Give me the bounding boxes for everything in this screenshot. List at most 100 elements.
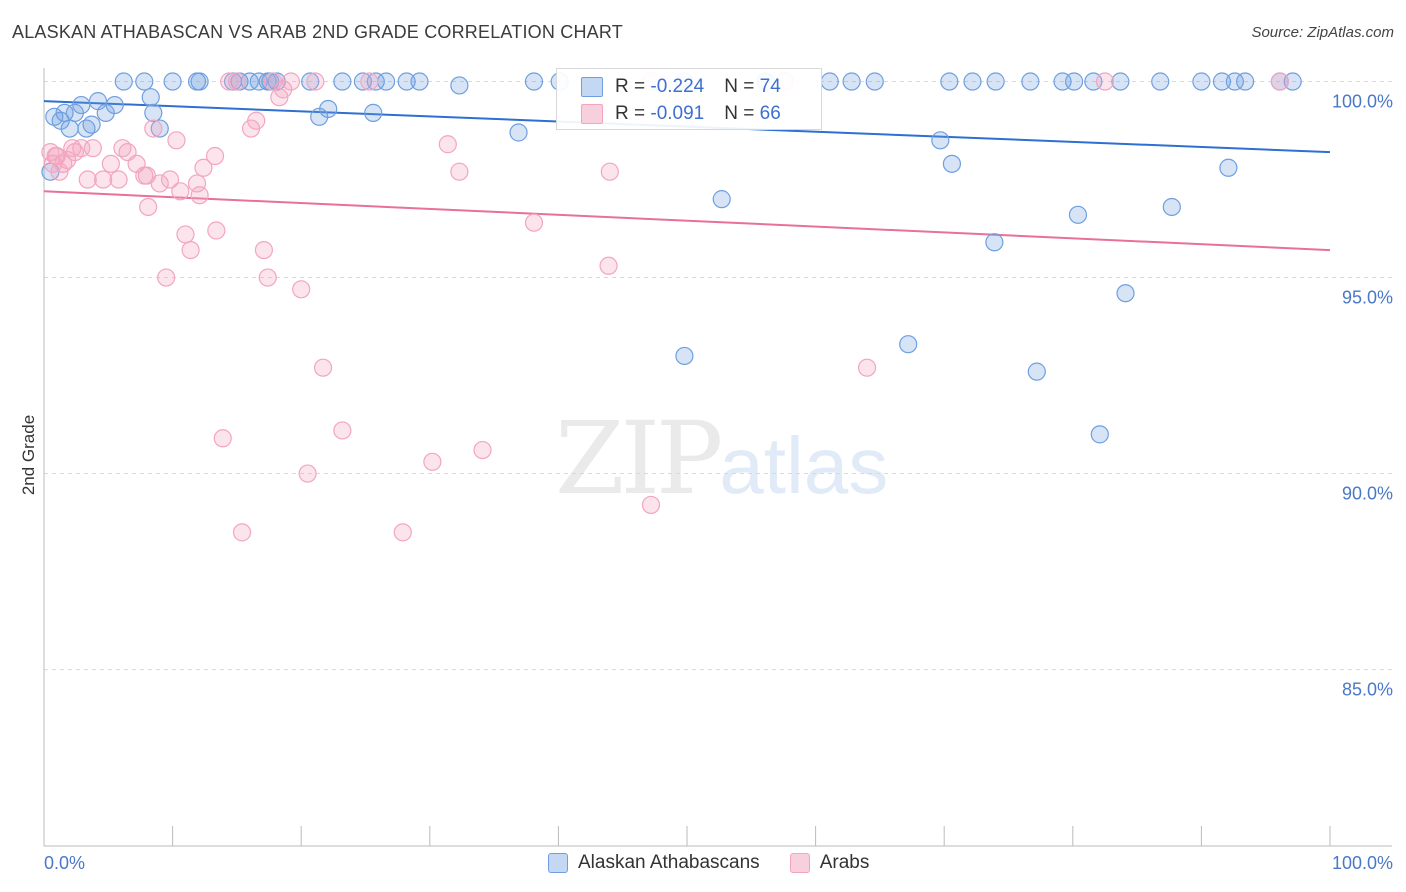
athabascan-point bbox=[105, 95, 124, 115]
arab-point bbox=[281, 72, 301, 91]
gridlines bbox=[44, 81, 1392, 671]
athabascan-point bbox=[141, 88, 160, 107]
athabascan-point bbox=[1068, 205, 1088, 224]
stat-n-label: N = bbox=[724, 103, 760, 124]
arab-point bbox=[232, 523, 252, 542]
athabascan-point bbox=[1111, 72, 1130, 91]
athabascan-point bbox=[301, 72, 320, 91]
athabascan-point bbox=[319, 99, 338, 119]
athabascan-point bbox=[842, 72, 861, 91]
athabascan-point bbox=[1219, 158, 1238, 177]
athabascan-point bbox=[1192, 72, 1211, 91]
athabascan-point bbox=[865, 72, 884, 91]
arab-point bbox=[1095, 72, 1115, 91]
athabascan-point bbox=[376, 72, 396, 91]
stat-r-value: -0.091 bbox=[650, 103, 705, 124]
arab-point bbox=[144, 119, 163, 138]
arab-point bbox=[139, 197, 158, 217]
athabascan-point bbox=[144, 103, 163, 122]
stats-row-athabascan: R = -0.224 N = 74 bbox=[581, 73, 781, 101]
athabascan-point bbox=[1021, 72, 1040, 91]
arab-point bbox=[333, 421, 352, 440]
arab-point bbox=[600, 162, 619, 181]
athabascan-point bbox=[1090, 425, 1109, 444]
athabascan-point bbox=[163, 72, 182, 91]
arab-point bbox=[181, 240, 200, 260]
y-axis-label: 2nd Grade bbox=[19, 415, 38, 495]
y-tick-label: 85.0% bbox=[1342, 680, 1393, 700]
stat-r-value: -0.224 bbox=[650, 76, 705, 97]
y-tick-label: 100.0% bbox=[1332, 92, 1393, 112]
stats-legend: R = -0.224 N = 74 R = -0.091 N = 66 bbox=[556, 68, 822, 130]
legend-item-athabascans[interactable]: Alaskan Athabascans bbox=[548, 852, 760, 874]
arab-point bbox=[292, 280, 311, 299]
arab-point bbox=[254, 240, 274, 260]
athabascan-point bbox=[712, 190, 731, 209]
athabascan-point bbox=[190, 72, 209, 91]
arab-point bbox=[360, 72, 379, 91]
athabascan-point bbox=[150, 119, 169, 138]
arab-point bbox=[43, 154, 63, 173]
arab-point bbox=[213, 429, 232, 448]
arab-point bbox=[83, 139, 102, 158]
athabascan-point bbox=[899, 335, 918, 354]
arab-point bbox=[524, 213, 544, 232]
legend-swatch-blue bbox=[548, 853, 568, 873]
legend-item-arabs[interactable]: Arabs bbox=[789, 852, 869, 874]
athabascan-point bbox=[820, 72, 839, 91]
athabascan-point bbox=[986, 72, 1005, 91]
arab-point bbox=[857, 358, 877, 377]
legend-label: Alaskan Athabascans bbox=[578, 852, 760, 873]
arab-point bbox=[599, 256, 618, 275]
source-label[interactable]: Source: ZipAtlas.com bbox=[1251, 24, 1394, 41]
arab-point bbox=[438, 135, 457, 154]
arab-point bbox=[171, 182, 190, 201]
x-tick-label: 0.0% bbox=[44, 853, 85, 873]
arab-point bbox=[274, 80, 293, 99]
arab-point bbox=[109, 170, 128, 189]
athabascan-point bbox=[1064, 72, 1084, 91]
arab-point bbox=[58, 150, 77, 170]
arab-point bbox=[473, 440, 492, 460]
arab-point bbox=[205, 146, 225, 166]
arab-point bbox=[220, 72, 239, 91]
arab-point bbox=[1270, 72, 1289, 91]
tick-labels: 100.0% 95.0% 90.0% 85.0% 0.0% 100.0% bbox=[44, 92, 1393, 873]
arabs-swatch bbox=[581, 104, 603, 124]
athabascan-point bbox=[1116, 284, 1135, 303]
arab-point bbox=[101, 154, 120, 173]
arab-point bbox=[207, 221, 226, 240]
arab-point bbox=[176, 225, 195, 244]
arab-point bbox=[167, 131, 186, 150]
athabascan-point bbox=[1236, 72, 1255, 91]
arab-point bbox=[298, 464, 317, 483]
athabascan-point bbox=[675, 346, 694, 366]
arab-point bbox=[641, 495, 661, 515]
athabascan-point bbox=[1283, 72, 1302, 91]
athabascan-point bbox=[397, 72, 416, 91]
chart-title: ALASKAN ATHABASCAN VS ARAB 2ND GRADE COR… bbox=[12, 22, 623, 42]
axes bbox=[43, 68, 1392, 847]
athabascan-point bbox=[985, 233, 1004, 252]
arab-point bbox=[258, 268, 277, 287]
arab-point bbox=[160, 170, 180, 189]
arab-point bbox=[157, 268, 176, 287]
athabascan-point bbox=[942, 154, 962, 173]
arab-point bbox=[313, 358, 333, 377]
arab-point bbox=[187, 174, 207, 193]
x-tick-label: 100.0% bbox=[1332, 853, 1393, 873]
watermark-atlas: atlas bbox=[719, 421, 889, 510]
watermark-zip: ZIP bbox=[555, 400, 723, 517]
arab-point bbox=[393, 523, 412, 542]
athabascan-point bbox=[114, 72, 133, 91]
stat-r-label: R = bbox=[615, 76, 651, 97]
stat-n-label: N = bbox=[724, 76, 760, 97]
athabascan-point bbox=[931, 131, 950, 150]
arab-point bbox=[94, 170, 113, 189]
arab-point bbox=[423, 452, 442, 471]
athabascan-point bbox=[410, 72, 429, 91]
arab-point bbox=[247, 111, 266, 130]
arab-point bbox=[194, 158, 213, 177]
athabascan-point bbox=[353, 72, 373, 91]
